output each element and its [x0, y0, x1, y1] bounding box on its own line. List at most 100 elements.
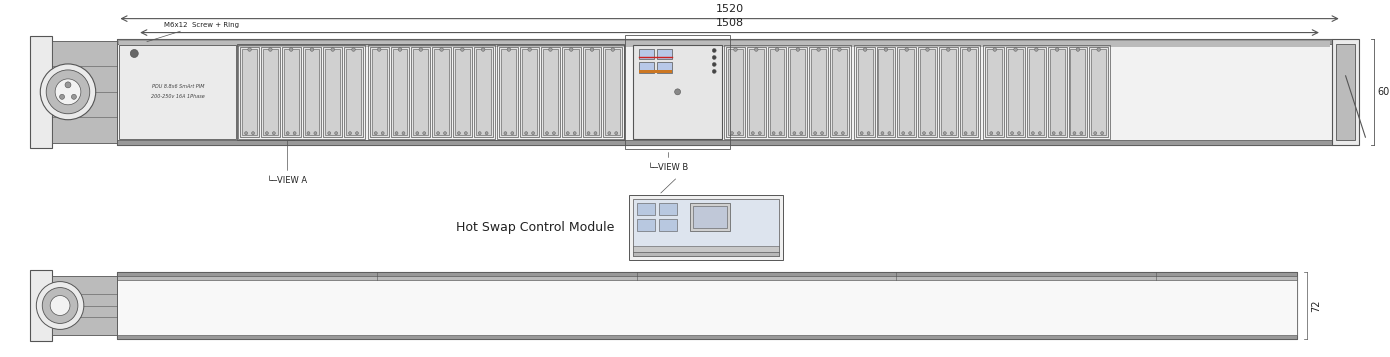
- Bar: [370, 46, 389, 137]
- Circle shape: [531, 132, 535, 135]
- Circle shape: [967, 48, 970, 51]
- Bar: [1070, 49, 1086, 135]
- Circle shape: [755, 48, 758, 51]
- Bar: [987, 49, 1002, 135]
- Bar: [31, 270, 53, 341]
- Bar: [632, 246, 778, 252]
- Circle shape: [378, 48, 381, 51]
- Circle shape: [990, 132, 992, 135]
- Bar: [585, 49, 599, 135]
- Bar: [603, 46, 623, 137]
- Bar: [959, 46, 979, 137]
- Bar: [118, 335, 1297, 340]
- Bar: [1008, 49, 1023, 135]
- Circle shape: [759, 132, 762, 135]
- Bar: [833, 49, 847, 135]
- Bar: [788, 46, 808, 137]
- Bar: [1049, 49, 1065, 135]
- Circle shape: [1031, 132, 1034, 135]
- Bar: [1048, 46, 1066, 137]
- Circle shape: [860, 132, 863, 135]
- Bar: [637, 219, 655, 231]
- Circle shape: [905, 48, 909, 51]
- Bar: [659, 203, 677, 215]
- Bar: [120, 41, 1330, 46]
- Circle shape: [570, 48, 573, 51]
- Circle shape: [402, 132, 404, 135]
- Bar: [118, 272, 1297, 276]
- Circle shape: [817, 48, 820, 51]
- Circle shape: [252, 132, 254, 135]
- Bar: [694, 206, 727, 228]
- Bar: [1006, 46, 1024, 137]
- Bar: [324, 46, 342, 137]
- Bar: [639, 62, 653, 74]
- Circle shape: [310, 48, 314, 51]
- Circle shape: [796, 48, 799, 51]
- Circle shape: [1080, 132, 1083, 135]
- Bar: [626, 35, 730, 149]
- Circle shape: [614, 132, 617, 135]
- Bar: [261, 46, 279, 137]
- Text: 1508: 1508: [716, 17, 744, 27]
- Circle shape: [1059, 132, 1062, 135]
- Circle shape: [418, 48, 423, 51]
- Circle shape: [863, 48, 867, 51]
- Bar: [632, 252, 778, 256]
- Circle shape: [1034, 48, 1038, 51]
- Bar: [499, 46, 518, 137]
- Circle shape: [381, 132, 384, 135]
- Circle shape: [738, 132, 741, 135]
- Bar: [345, 46, 363, 137]
- Circle shape: [457, 132, 460, 135]
- Circle shape: [1052, 132, 1055, 135]
- Bar: [898, 46, 916, 137]
- Bar: [432, 46, 450, 137]
- Text: M6x12  Screw + Ring: M6x12 Screw + Ring: [147, 21, 239, 42]
- Circle shape: [778, 132, 783, 135]
- Circle shape: [972, 132, 974, 135]
- Circle shape: [416, 132, 418, 135]
- Bar: [346, 49, 361, 135]
- Circle shape: [314, 132, 317, 135]
- Circle shape: [265, 132, 268, 135]
- Bar: [920, 49, 935, 135]
- Circle shape: [245, 132, 247, 135]
- Circle shape: [841, 132, 844, 135]
- Circle shape: [888, 132, 891, 135]
- Bar: [392, 49, 407, 135]
- Circle shape: [965, 132, 967, 135]
- Bar: [877, 46, 895, 137]
- Bar: [858, 49, 873, 135]
- Bar: [391, 46, 410, 137]
- Bar: [118, 39, 1332, 145]
- Bar: [691, 203, 730, 231]
- Circle shape: [573, 132, 577, 135]
- Bar: [562, 46, 581, 137]
- Bar: [1091, 49, 1106, 135]
- Circle shape: [1101, 132, 1104, 135]
- Circle shape: [838, 48, 841, 51]
- Bar: [657, 62, 671, 74]
- Bar: [659, 219, 677, 231]
- Bar: [767, 46, 787, 137]
- Circle shape: [944, 132, 947, 135]
- Circle shape: [1073, 132, 1076, 135]
- Circle shape: [792, 132, 796, 135]
- Circle shape: [771, 132, 776, 135]
- Circle shape: [272, 132, 275, 135]
- Circle shape: [481, 48, 485, 51]
- Bar: [856, 46, 874, 137]
- Bar: [809, 46, 828, 137]
- Bar: [986, 46, 1004, 137]
- Bar: [411, 46, 430, 137]
- Circle shape: [349, 132, 352, 135]
- Circle shape: [712, 49, 716, 52]
- Bar: [726, 46, 745, 137]
- Bar: [434, 49, 449, 135]
- Bar: [118, 39, 1332, 44]
- Circle shape: [752, 132, 755, 135]
- Circle shape: [268, 48, 272, 51]
- Circle shape: [40, 64, 96, 120]
- Bar: [53, 276, 118, 335]
